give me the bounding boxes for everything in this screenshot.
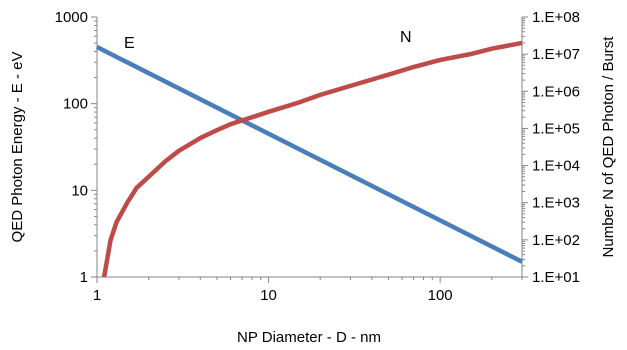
series-line-e [95,45,524,264]
y-right-tick-label: 1.E+03 [532,195,580,212]
y-right-tick-label: 1.E+08 [532,9,580,26]
x-tick-label: 1 [93,287,101,304]
x-tick-label: 10 [260,287,277,304]
series-label-n: N [400,29,412,46]
y-left-tick-label: 10 [71,182,88,199]
y-left-tick-label: 100 [63,96,88,113]
y-right-tick-label: 1.E+01 [532,269,580,286]
ticks [91,16,528,283]
series-label-e: E [124,35,135,52]
x-tick-label: 100 [428,287,453,304]
y-right-tick-label: 1.E+07 [532,46,580,63]
x-axis-title: NP Diameter - D - nm [237,329,381,346]
y-right-axis-title: Number N of QED Photon / Burst [600,36,617,258]
series-line-n [101,40,523,278]
y-left-tick-label: 1000 [55,9,88,26]
y-right-tick-label: 1.E+04 [532,158,580,175]
y-left-tick-label: 1 [80,269,88,286]
y-right-tick-label: 1.E+05 [532,120,580,137]
series-lines [95,40,524,278]
tick-labels: 1 10 100 1 10 100 1000 1.E+01 1.E+02 1.E+03 1.E+04… [55,9,580,304]
y-right-tick-label: 1.E+06 [532,83,580,100]
y-right-tick-label: 1.E+02 [532,232,580,249]
y-left-axis-title: QED Photon Energy - E - eV [9,52,26,243]
